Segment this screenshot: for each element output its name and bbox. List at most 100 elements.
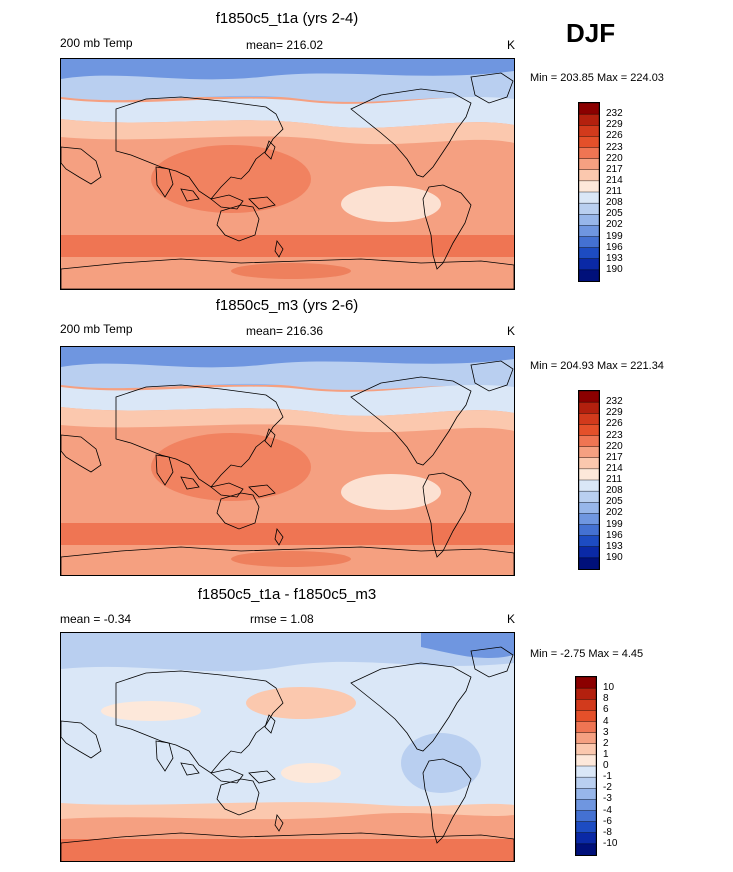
colorbar-tick-label: 205 (606, 208, 623, 220)
coastline (422, 472, 472, 558)
colorbar-tick-label: -4 (603, 804, 612, 816)
colorbar-swatch (578, 147, 600, 160)
colorbar-tick-label: 202 (606, 507, 623, 519)
colorbar-tick-label: -2 (603, 782, 612, 794)
colorbar-tick-label: 190 (606, 551, 623, 563)
colorbar-tick-label: 190 (606, 263, 623, 275)
colorbar-swatch (578, 446, 600, 459)
colorbar-tick-label: 217 (606, 451, 623, 463)
colorbar-swatch (578, 424, 600, 437)
colorbar-swatch (575, 721, 597, 734)
colorbar-swatch (578, 401, 600, 414)
colorbar-tick-label: 2 (603, 737, 609, 749)
colorbar-swatch (578, 158, 600, 171)
colorbar-swatch (575, 799, 597, 812)
colorbar-tick-label: -10 (603, 837, 618, 849)
colorbar-swatch (578, 479, 600, 492)
panel-2-map (60, 346, 515, 576)
colorbar-swatch (575, 843, 597, 856)
coastline (264, 714, 276, 734)
panel-2-units: K (507, 324, 516, 338)
coastline (422, 758, 472, 844)
colorbar-tick-label: 6 (603, 704, 609, 716)
colorbar-tick-label: 196 (606, 241, 623, 253)
colorbar-tick-label: 220 (606, 440, 623, 452)
colorbar-swatch (578, 202, 600, 215)
colorbar-swatch (578, 191, 600, 204)
panel-2-title: f1850c5_m3 (yrs 2-6) (215, 297, 359, 314)
coastline (61, 434, 102, 473)
panel-3-title: f1850c5_t1a - f1850c5_m3 (197, 586, 377, 603)
colorbar-swatch (575, 743, 597, 756)
colorbar-swatch (575, 788, 597, 800)
colorbar-tick-label: 0 (603, 760, 609, 771)
colorbar-tick-label: 199 (606, 518, 623, 530)
colorbar-swatch (578, 513, 600, 526)
coastline (274, 814, 284, 832)
panel-1-colorbar (578, 102, 600, 282)
colorbar-tick-label: 217 (606, 163, 623, 175)
panel-3-minmax: Min = -2.75 Max = 4.45 (530, 648, 644, 660)
coastline (248, 196, 276, 210)
colorbar-tick-label: 193 (606, 252, 623, 264)
coastline (180, 762, 200, 776)
colorbar-tick-label: 205 (606, 496, 623, 508)
colorbar-swatch (578, 225, 600, 238)
colorbar-swatch (578, 435, 600, 448)
coastline (180, 188, 200, 202)
panel-2-left-label: 200 mb Temp (60, 322, 133, 336)
colorbar-tick-label: 214 (606, 174, 623, 186)
colorbar-tick-label: 193 (606, 540, 623, 552)
coastline (264, 428, 276, 448)
colorbar-swatch (578, 169, 600, 182)
colorbar-tick-label: 220 (606, 152, 623, 164)
colorbar-swatch (578, 269, 600, 282)
coastline (422, 184, 472, 270)
colorbar-tick-label: 3 (603, 726, 609, 738)
colorbar-swatch (578, 258, 600, 271)
coastline (470, 646, 514, 678)
coastline (470, 360, 514, 392)
panel-1-left-label: 200 mb Temp (60, 36, 133, 50)
colorbar-swatch (575, 732, 597, 745)
colorbar-swatch (578, 113, 600, 126)
coastline (248, 484, 276, 498)
colorbar-swatch (578, 236, 600, 249)
colorbar-swatch (578, 214, 600, 226)
colorbar-tick-label: 214 (606, 462, 623, 474)
colorbar-swatch (578, 557, 600, 570)
colorbar-swatch (578, 546, 600, 559)
coastline (155, 740, 174, 772)
colorbar-swatch (575, 776, 597, 789)
panel-2-mean-label: mean= 216.36 (246, 324, 324, 338)
colorbar-swatch (575, 676, 597, 689)
colorbar-tick-label: 226 (606, 418, 623, 430)
coastline (470, 72, 514, 104)
panel-2-colorbar (578, 390, 600, 570)
colorbar-swatch (578, 413, 600, 425)
coastline (248, 770, 276, 784)
panel-3-mean-label: mean = -0.34 (60, 612, 132, 626)
colorbar-swatch (578, 524, 600, 537)
panel-1-map (60, 58, 515, 290)
panel-1-mean-label: mean= 216.02 (246, 38, 324, 52)
panel-3-map (60, 632, 515, 862)
coastline (216, 204, 260, 242)
colorbar-tick-label: 223 (606, 429, 623, 441)
colorbar-swatch (575, 687, 597, 700)
colorbar-swatch (575, 832, 597, 845)
colorbar-swatch (578, 390, 600, 403)
colorbar-tick-label: 199 (606, 230, 623, 242)
coastline (216, 778, 260, 816)
coastline (61, 146, 102, 185)
coastline (350, 376, 472, 466)
panel-3-units: K (507, 612, 516, 626)
colorbar-tick-label: 211 (606, 474, 622, 485)
coastline (61, 832, 514, 861)
colorbar-swatch (575, 699, 597, 711)
colorbar-swatch (578, 490, 600, 503)
colorbar-tick-label: 196 (606, 529, 623, 541)
colorbar-swatch (575, 710, 597, 723)
colorbar-tick-label: 4 (603, 715, 609, 727)
colorbar-tick-label: 208 (606, 197, 623, 209)
